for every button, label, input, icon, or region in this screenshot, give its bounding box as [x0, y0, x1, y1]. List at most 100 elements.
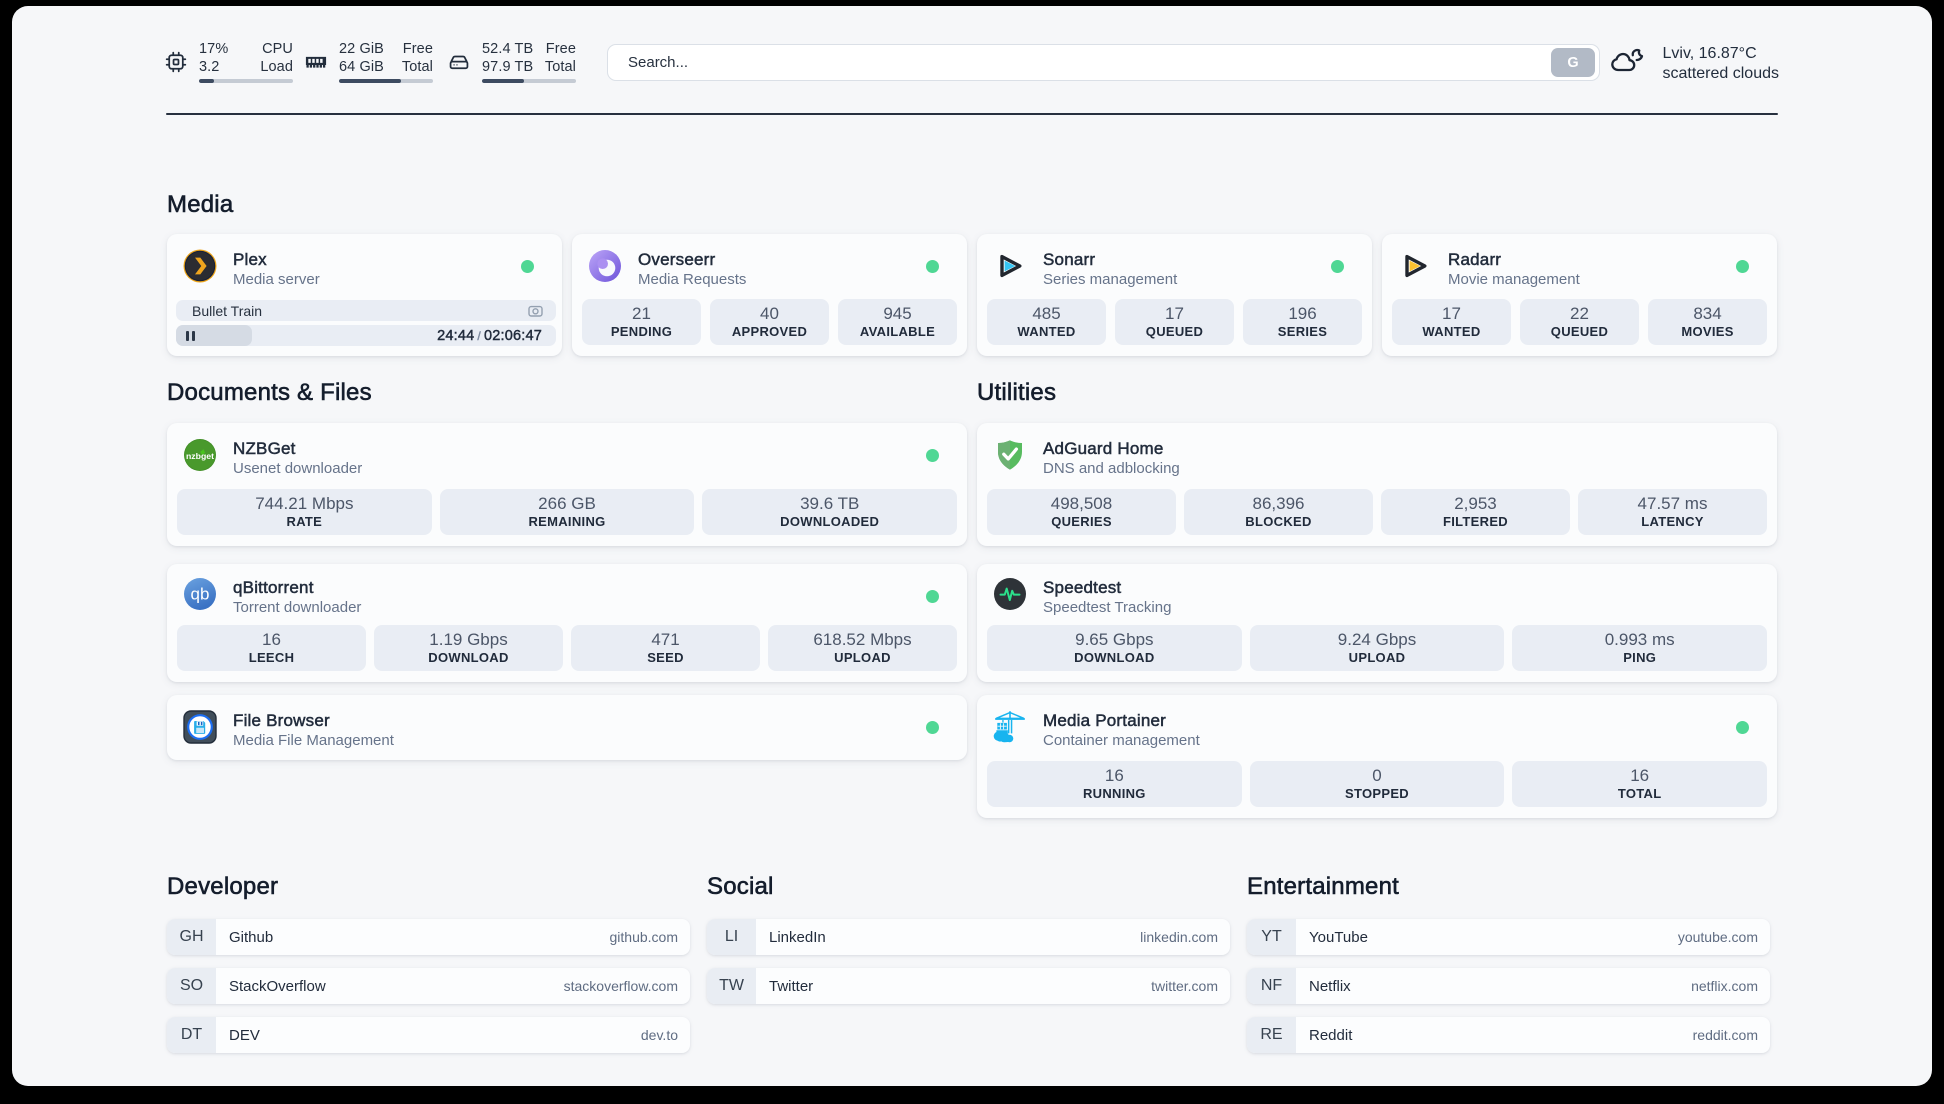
stat-block: 834 MOVIES — [1648, 299, 1767, 345]
stat-block: 16 TOTAL — [1512, 761, 1768, 807]
filebrowser-logo — [183, 710, 217, 744]
bookmark-abbr: RE — [1247, 1017, 1296, 1053]
disk-total-label: Total — [544, 59, 576, 75]
service-name: Media Portainer — [1043, 711, 1167, 731]
service-description: Torrent downloader — [233, 599, 362, 616]
bookmark-domain: github.com — [609, 929, 678, 945]
service-description: Container management — [1043, 732, 1200, 749]
stat-block: 16 RUNNING — [987, 761, 1242, 807]
service-card-plex[interactable]: Plex Media server Bullet Train 24:44/02:… — [167, 234, 562, 356]
service-description: Media server — [233, 271, 320, 288]
bookmark-stackoverflow[interactable]: SO StackOverflow stackoverflow.com — [167, 968, 690, 1004]
memory-total: 64 GiB — [339, 59, 384, 75]
stat-block: 196 SERIES — [1243, 299, 1362, 345]
section-title-documents: Documents & Files — [167, 379, 372, 407]
adguard-logo — [998, 440, 1022, 470]
disk-progressbar — [482, 79, 576, 83]
bookmark-domain: linkedin.com — [1140, 929, 1218, 945]
status-dot — [1736, 260, 1749, 273]
service-name: Radarr — [1448, 250, 1502, 270]
bookmark-abbr: TW — [707, 968, 756, 1004]
service-card-radarr[interactable]: Radarr Movie management 17 WANTED 22 QUEUE… — [1382, 234, 1777, 356]
service-name: NZBGet — [233, 439, 296, 459]
weather-widget: Lviv, 16.87°C scattered clouds — [1609, 44, 1779, 84]
cloud-icon — [1611, 48, 1644, 72]
section-title-developer: Developer — [167, 873, 279, 901]
status-dot — [521, 260, 534, 273]
status-dot — [926, 449, 939, 462]
stat-block: 0.993 ms PING — [1512, 625, 1768, 671]
cpu-progressbar — [199, 79, 293, 83]
stat-block: 17 WANTED — [1392, 299, 1511, 345]
playback-progress-row[interactable]: 24:44/02:06:47 — [176, 325, 556, 346]
service-name: File Browser — [233, 711, 330, 731]
stat-block: 1.19 Gbps DOWNLOAD — [374, 625, 563, 671]
service-card-adguard[interactable]: AdGuard Home DNS and adblocking 498,508 Q… — [977, 423, 1777, 546]
service-card-sonarr[interactable]: Sonarr Series management 485 WANTED 17 QUE… — [977, 234, 1372, 356]
bookmark-linkedin[interactable]: LI LinkedIn linkedin.com — [707, 919, 1230, 955]
status-dot — [926, 721, 939, 734]
dashboard-page: 17% CPU 3.2 Load 22 GiB Free 64 GiB Total 52… — [12, 6, 1932, 1086]
plex-logo — [183, 249, 217, 283]
service-description: Movie management — [1448, 271, 1580, 288]
bookmark-domain: youtube.com — [1677, 929, 1758, 945]
bookmark-netflix[interactable]: NF Netflix netflix.com — [1247, 968, 1770, 1004]
stat-block: 21 PENDING — [582, 299, 701, 345]
sonarr-logo — [1000, 254, 1022, 278]
now-playing-title: Bullet Train — [192, 302, 263, 319]
status-dot — [926, 590, 939, 603]
bookmark-reddit[interactable]: RE Reddit reddit.com — [1247, 1017, 1770, 1053]
topbar-divider — [166, 113, 1778, 115]
service-card-speedtest[interactable]: Speedtest Speedtest Tracking 9.65 Gbps DO… — [977, 564, 1777, 682]
bookmark-dev[interactable]: DT DEV dev.to — [167, 1017, 690, 1053]
stat-block: 485 WANTED — [987, 299, 1106, 345]
bookmark-domain: netflix.com — [1691, 978, 1758, 994]
stat-block: 86,396 BLOCKED — [1184, 489, 1373, 535]
service-card-qbittorrent[interactable]: qb qBittorrent Torrent downloader 16 LEEC… — [167, 564, 967, 682]
stat-block: 2,953 FILTERED — [1381, 489, 1570, 535]
stat-block: 39.6 TB DOWNLOADED — [702, 489, 958, 535]
bookmark-name: Reddit — [1309, 1026, 1353, 1044]
status-dot — [1331, 260, 1344, 273]
search-input[interactable] — [628, 54, 1551, 71]
bookmark-name: YouTube — [1309, 928, 1368, 946]
bookmark-name: DEV — [229, 1026, 260, 1044]
search-bar: G — [607, 44, 1600, 81]
memory-progress-fill — [339, 79, 402, 83]
status-dot — [926, 260, 939, 273]
radarr-logo — [1405, 254, 1427, 278]
cpu-load-label: Load — [260, 59, 293, 75]
nzbget-logo: nzbget — [184, 439, 216, 471]
bookmark-domain: reddit.com — [1692, 1027, 1758, 1043]
bookmark-github[interactable]: GH Github github.com — [167, 919, 690, 955]
pause-icon[interactable] — [186, 330, 195, 341]
bookmark-domain: stackoverflow.com — [563, 978, 678, 994]
stat-block: 22 QUEUED — [1520, 299, 1639, 345]
search-provider-button[interactable]: G — [1551, 48, 1595, 77]
overseerr-logo — [589, 250, 621, 282]
bookmark-name: Github — [229, 928, 274, 946]
disk-icon — [449, 55, 469, 69]
bookmark-name: Netflix — [1309, 977, 1351, 995]
stat-block: 9.24 Gbps UPLOAD — [1249, 625, 1505, 671]
disk-free: 52.4 TB — [482, 41, 534, 57]
memory-free: 22 GiB — [339, 41, 384, 57]
playback-progress-fill — [176, 325, 252, 346]
svg-text:qb: qb — [191, 585, 210, 604]
service-description: Series management — [1043, 271, 1178, 288]
stat-block: 17 QUEUED — [1115, 299, 1234, 345]
bookmark-twitter[interactable]: TW Twitter twitter.com — [707, 968, 1230, 1004]
bookmark-abbr: NF — [1247, 968, 1296, 1004]
service-card-filebrowser[interactable]: File Browser Media File Management — [167, 695, 967, 760]
bookmark-list-social: LI LinkedIn linkedin.com TW Twitter twit… — [707, 919, 1230, 1004]
bookmark-name: Twitter — [769, 977, 814, 995]
bookmark-domain: twitter.com — [1151, 978, 1218, 994]
disk-free-label: Free — [545, 41, 576, 57]
service-card-portainer[interactable]: Media Portainer Container management 16 R… — [977, 695, 1777, 818]
bookmark-youtube[interactable]: YT YouTube youtube.com — [1247, 919, 1770, 955]
svg-text:nzbget: nzbget — [186, 451, 214, 461]
service-card-nzbget[interactable]: nzbget NZBGet Usenet downloader 744.21 M… — [167, 423, 967, 546]
service-card-overseerr[interactable]: Overseerr Media Requests 21 PENDING 40 APP… — [572, 234, 967, 356]
service-description: DNS and adblocking — [1043, 460, 1180, 477]
section-title-utilities: Utilities — [977, 379, 1057, 407]
